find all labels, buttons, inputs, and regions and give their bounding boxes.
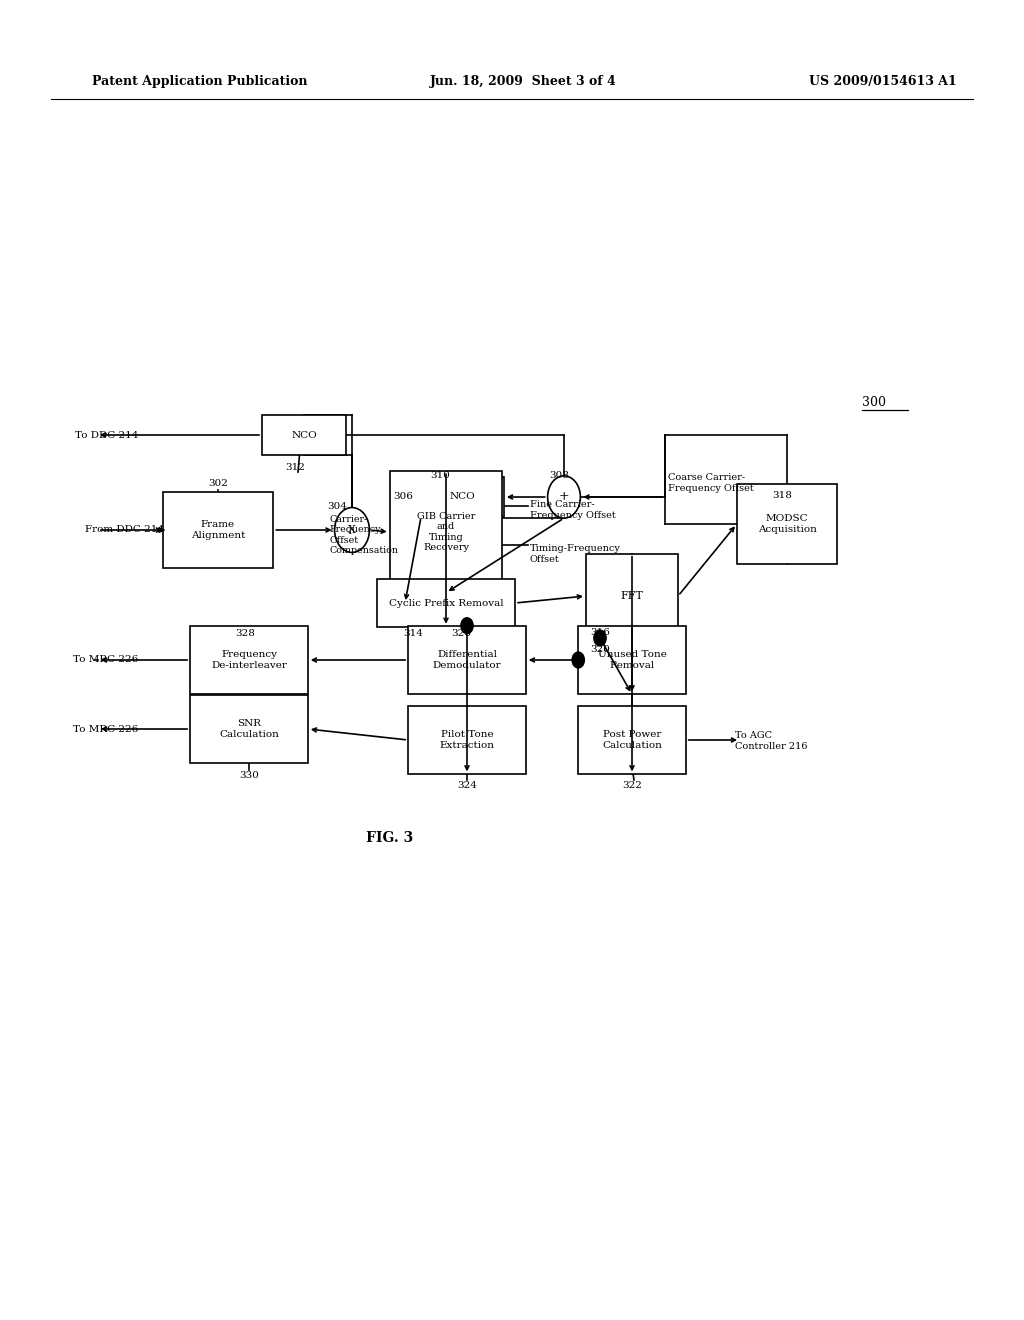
Text: FIG. 3: FIG. 3 [367, 832, 414, 845]
Text: Patent Application Publication: Patent Application Publication [92, 75, 307, 88]
Text: To MRC 226: To MRC 226 [73, 656, 138, 664]
Text: 316: 316 [590, 628, 610, 638]
Text: Pilot Tone
Extraction: Pilot Tone Extraction [439, 730, 495, 750]
Bar [262, 416, 346, 455]
Bar [409, 706, 526, 775]
Bar [586, 554, 678, 639]
Circle shape [461, 618, 473, 634]
Bar [163, 492, 272, 569]
Circle shape [572, 652, 585, 668]
Text: Frame
Alignment: Frame Alignment [190, 520, 245, 540]
Circle shape [548, 477, 581, 519]
Text: 308: 308 [549, 470, 569, 479]
Text: 326: 326 [451, 630, 471, 639]
Text: GIB Carrier
and
Timing
Recovery: GIB Carrier and Timing Recovery [417, 512, 475, 552]
Bar [190, 694, 308, 763]
Text: Post Power
Calculation: Post Power Calculation [602, 730, 662, 750]
Text: 306: 306 [393, 492, 413, 502]
Text: 328: 328 [236, 630, 255, 639]
Text: To MRC 226: To MRC 226 [73, 725, 138, 734]
Text: 324: 324 [457, 781, 477, 791]
Text: Unused Tone
Removal: Unused Tone Removal [598, 651, 667, 669]
Text: X: X [348, 525, 356, 535]
Text: To AGC
Controller 216: To AGC Controller 216 [735, 731, 808, 751]
Text: Fine Carrier-
Frequency Offset: Fine Carrier- Frequency Offset [530, 500, 615, 520]
Text: Timing-Frequency
Offset: Timing-Frequency Offset [530, 544, 621, 564]
Text: FFT: FFT [621, 591, 643, 601]
Text: Cyclic Prefix Removal: Cyclic Prefix Removal [389, 598, 504, 607]
Text: 318: 318 [772, 491, 792, 499]
Circle shape [594, 630, 606, 645]
Text: 322: 322 [622, 781, 642, 791]
Text: 310: 310 [430, 470, 450, 479]
Text: 320: 320 [590, 645, 610, 655]
Text: Coarse Carrier-
Frequency Offset: Coarse Carrier- Frequency Offset [668, 474, 754, 492]
Text: Carrier-
Frequency
Offset
Compensation: Carrier- Frequency Offset Compensation [330, 515, 399, 556]
Text: From DDC 214: From DDC 214 [85, 525, 164, 535]
Bar [409, 626, 526, 694]
Text: MODSC
Acquisition: MODSC Acquisition [758, 515, 816, 533]
Text: Frequency
De-interleaver: Frequency De-interleaver [211, 651, 287, 669]
Text: 312: 312 [285, 462, 305, 471]
Bar [390, 471, 503, 593]
Text: 330: 330 [239, 771, 259, 780]
Bar [579, 626, 686, 694]
Text: NCO: NCO [450, 492, 475, 502]
Text: NCO: NCO [291, 430, 316, 440]
Bar [190, 626, 308, 694]
Bar [737, 484, 838, 564]
Text: 304: 304 [327, 503, 347, 511]
Text: 302: 302 [208, 479, 228, 488]
Bar [377, 579, 515, 627]
Text: +: + [559, 491, 569, 503]
Text: US 2009/0154613 A1: US 2009/0154613 A1 [809, 75, 956, 88]
Text: Differential
Demodulator: Differential Demodulator [433, 651, 502, 669]
Bar [420, 478, 504, 517]
Text: 314: 314 [403, 630, 423, 639]
Text: 300: 300 [862, 396, 886, 408]
Text: Jun. 18, 2009  Sheet 3 of 4: Jun. 18, 2009 Sheet 3 of 4 [430, 75, 616, 88]
Text: SNR
Calculation: SNR Calculation [219, 719, 279, 739]
Bar [579, 706, 686, 775]
Text: To DDC 214: To DDC 214 [75, 430, 138, 440]
Circle shape [335, 508, 370, 553]
